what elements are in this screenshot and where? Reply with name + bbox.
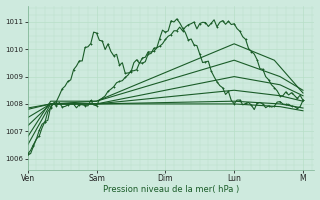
X-axis label: Pression niveau de la mer( hPa ): Pression niveau de la mer( hPa ): [103, 185, 239, 194]
